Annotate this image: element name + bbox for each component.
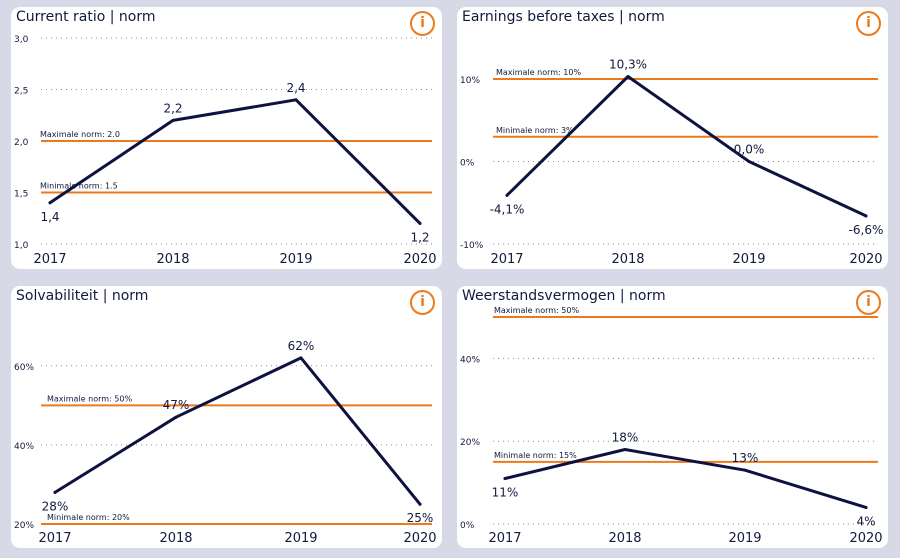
x-tick-label: 2020 xyxy=(849,531,882,546)
data-point xyxy=(747,160,751,163)
y-tick-label: 0% xyxy=(460,159,475,169)
data-label: -4,1% xyxy=(490,202,525,216)
norm-label: Minimale norm: 1.5 xyxy=(40,182,118,191)
data-label: 1,2 xyxy=(410,230,429,244)
x-tick-label: 2019 xyxy=(728,531,761,546)
data-label: 11% xyxy=(492,485,519,499)
x-tick-label: 2020 xyxy=(403,531,436,546)
chart-plot-current-ratio: 1,0 1,5 2,0 2,5 3,0 Maximale norm: 2.0 Minimal… xyxy=(14,35,437,267)
norm-label: Maximale norm: 50% xyxy=(47,394,132,403)
chart-panel-weerstandsvermogen: Weerstandsvermogen | norm i 0% 20% 40% Maxi… xyxy=(457,286,888,548)
x-tick-label: 2018 xyxy=(156,252,189,267)
chart-title: Solvabiliteit | norm xyxy=(16,288,149,304)
norm-label: Maximale norm: 50% xyxy=(494,306,579,315)
y-tick-label: 10% xyxy=(460,76,480,86)
norm-label: Minimale norm: 15% xyxy=(494,451,577,460)
info-icon[interactable]: i xyxy=(856,290,881,315)
data-point xyxy=(626,75,630,79)
y-tick-label: 40% xyxy=(460,355,480,365)
data-label: 28% xyxy=(42,499,69,513)
chart-title: Current ratio | norm xyxy=(16,9,156,25)
chart-plot-solvabiliteit: 20% 40% 60% Maximale norm: 50% Minimale norm… xyxy=(14,339,437,546)
norm-label: Minimale norm: 3% xyxy=(496,126,574,135)
x-tick-label: 2019 xyxy=(279,252,312,267)
chart-title: Earnings before taxes | norm xyxy=(462,9,665,25)
data-label: 47% xyxy=(163,398,190,412)
norm-label: Minimale norm: 20% xyxy=(47,513,130,522)
data-point xyxy=(623,447,627,451)
info-icon[interactable]: i xyxy=(856,11,881,36)
y-tick-label: 60% xyxy=(14,363,34,373)
chart-panel-current-ratio: Current ratio | norm i 1,0 1,5 2,0 2,5 3,0 Ma… xyxy=(11,7,442,269)
data-label: 0,0% xyxy=(734,143,765,157)
data-label: 18% xyxy=(612,430,639,444)
x-tick-label: 2019 xyxy=(284,531,317,546)
x-tick-label: 2018 xyxy=(611,252,644,267)
data-point xyxy=(505,193,509,197)
y-tick-label: 20% xyxy=(14,521,34,531)
series-line xyxy=(53,356,422,506)
data-point xyxy=(503,476,507,480)
data-point xyxy=(48,201,52,205)
norm-label: Maximale norm: 2.0 xyxy=(40,130,120,139)
chart-title: Weerstandsvermogen | norm xyxy=(462,288,666,304)
data-label: 2,2 xyxy=(163,101,182,115)
x-tick-label: 2017 xyxy=(490,252,523,267)
x-tick-label: 2020 xyxy=(403,252,436,267)
data-label: 62% xyxy=(288,339,315,353)
data-point xyxy=(171,118,175,122)
data-label: -6,6% xyxy=(849,223,884,237)
y-tick-label: 0% xyxy=(460,521,475,531)
data-point xyxy=(743,468,747,472)
series-line xyxy=(503,448,868,509)
data-point xyxy=(294,98,298,102)
data-point xyxy=(299,356,303,360)
y-tick-label: 1,0 xyxy=(14,241,29,251)
data-label: 13% xyxy=(732,451,759,465)
y-tick-label: 20% xyxy=(460,438,480,448)
data-point xyxy=(418,221,422,225)
data-point xyxy=(864,505,868,509)
x-tick-label: 2020 xyxy=(849,252,882,267)
norm-label: Maximale norm: 10% xyxy=(496,68,581,77)
chart-plot-weerstandsvermogen: 0% 20% 40% Maximale norm: 50% Minimale norm:… xyxy=(460,306,883,546)
x-tick-label: 2017 xyxy=(38,531,71,546)
data-point xyxy=(418,502,422,506)
x-tick-label: 2018 xyxy=(608,531,641,546)
y-tick-label: 1,5 xyxy=(14,190,28,200)
y-tick-label: 2,5 xyxy=(14,87,28,97)
data-point xyxy=(53,490,57,494)
data-label: 4% xyxy=(856,514,875,528)
x-tick-label: 2017 xyxy=(488,531,521,546)
chart-panel-solvabiliteit: Solvabiliteit | norm i 20% 40% 60% Maximale… xyxy=(11,286,442,548)
x-tick-label: 2019 xyxy=(732,252,765,267)
x-tick-label: 2017 xyxy=(33,252,66,267)
data-point xyxy=(864,214,868,218)
data-label: 2,4 xyxy=(286,81,305,95)
data-label: 10,3% xyxy=(609,58,647,72)
series-line xyxy=(48,98,422,225)
data-label: 1,4 xyxy=(40,210,59,224)
y-tick-label: 40% xyxy=(14,442,34,452)
y-tick-label: 3,0 xyxy=(14,35,29,45)
chart-plot-earnings-before-taxes: -10% 0% 10% Maximale norm: 10% Minimale norm… xyxy=(460,58,884,267)
chart-panel-earnings-before-taxes: Earnings before taxes | norm i -10% 0% 10%… xyxy=(457,7,888,269)
info-icon[interactable]: i xyxy=(410,290,435,315)
y-tick-label: 2,0 xyxy=(14,138,29,148)
info-icon[interactable]: i xyxy=(410,11,435,36)
data-point xyxy=(174,415,178,419)
y-tick-label: -10% xyxy=(460,241,484,251)
series-line xyxy=(505,75,868,218)
data-label: 25% xyxy=(407,511,434,525)
x-tick-label: 2018 xyxy=(159,531,192,546)
